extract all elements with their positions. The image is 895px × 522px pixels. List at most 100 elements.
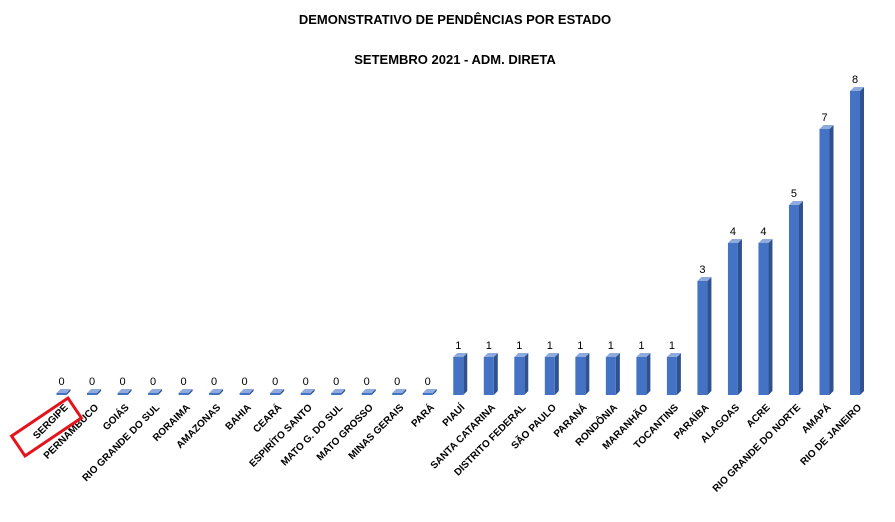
- data-label-bahia: 0: [242, 376, 248, 388]
- data-label-mato-g-do-sul: 0: [333, 376, 339, 388]
- bar-alagoas: [727, 239, 742, 395]
- bar-top-sao-paulo: [544, 353, 559, 357]
- bar-side-pernambuco: [97, 389, 102, 395]
- bar-front-espirito-santo: [300, 393, 311, 395]
- bar-side-ceara: [280, 389, 285, 395]
- bar-top-roraima: [178, 389, 193, 393]
- bar-front-amazonas: [209, 393, 220, 395]
- bar-top-rio-grande-do-sul: [148, 389, 163, 393]
- bar-goias: [117, 389, 132, 395]
- bar-sao-paulo: [544, 353, 559, 395]
- bar-top-amazonas: [209, 389, 224, 393]
- bar-side-roraima: [188, 389, 193, 395]
- bar-sergipe: [56, 389, 71, 395]
- bar-side-paraiba: [707, 277, 712, 395]
- bar-pernambuco: [87, 389, 102, 395]
- bar-front-rondonia: [605, 357, 616, 395]
- bar-side-rio-grande-do-norte: [798, 201, 803, 395]
- bar-top-minas-gerais: [392, 389, 407, 393]
- bar-front-sao-paulo: [544, 357, 555, 395]
- bar-side-tocantins: [676, 353, 681, 395]
- bar-front-distrito-federal: [514, 357, 525, 395]
- bar-top-goias: [117, 389, 132, 393]
- bar-side-espirito-santo: [310, 389, 315, 395]
- bar-side-mato-grosso: [371, 389, 376, 395]
- data-label-amapa: 7: [821, 112, 827, 124]
- bar-acre: [758, 239, 773, 395]
- bar-front-mato-g-do-sul: [331, 393, 342, 395]
- bar-mato-g-do-sul: [331, 389, 346, 395]
- bar-front-mato-grosso: [361, 393, 372, 395]
- bar-top-mato-grosso: [361, 389, 376, 393]
- bar-side-distrito-federal: [524, 353, 529, 395]
- bar-side-maranhao: [646, 353, 651, 395]
- bar-front-parana: [575, 357, 586, 395]
- data-label-ceara: 0: [272, 376, 278, 388]
- bar-side-santa-catarina: [493, 353, 498, 395]
- data-label-minas-gerais: 0: [394, 376, 400, 388]
- data-label-sao-paulo: 1: [547, 340, 553, 352]
- bar-top-rio-grande-do-norte: [788, 201, 803, 205]
- bar-side-para: [432, 389, 437, 395]
- data-label-piaui: 1: [455, 340, 461, 352]
- bar-front-rio-grande-do-norte: [788, 205, 799, 395]
- bar-amazonas: [209, 389, 224, 395]
- bar-side-amapa: [829, 125, 834, 395]
- bar-front-paraiba: [697, 281, 708, 395]
- bar-parana: [575, 353, 590, 395]
- bar-side-sao-paulo: [554, 353, 559, 395]
- bar-front-piaui: [453, 357, 464, 395]
- bar-santa-catarina: [483, 353, 498, 395]
- data-label-sergipe: 0: [58, 376, 64, 388]
- bar-front-minas-gerais: [392, 393, 403, 395]
- bar-top-sergipe: [56, 389, 71, 393]
- data-label-espirito-santo: 0: [303, 376, 309, 388]
- bar-top-amapa: [819, 125, 834, 129]
- x-tick-label-goias: GOIÁS: [100, 401, 132, 433]
- bar-espirito-santo: [300, 389, 315, 395]
- bar-piaui: [453, 353, 468, 395]
- bar-top-rondonia: [605, 353, 620, 357]
- bar-bahia: [239, 389, 254, 395]
- bar-front-rio-de-janeiro: [850, 91, 861, 395]
- data-label-roraima: 0: [181, 376, 187, 388]
- bar-top-ceara: [270, 389, 285, 393]
- bar-side-acre: [768, 239, 773, 395]
- chart-title: DEMONSTRATIVO DE PENDÊNCIAS POR ESTADO: [298, 12, 612, 27]
- bar-top-santa-catarina: [483, 353, 498, 357]
- bar-side-bahia: [249, 389, 254, 395]
- bar-front-bahia: [239, 393, 250, 395]
- bar-side-amazonas: [219, 389, 224, 395]
- data-label-parana: 1: [577, 340, 583, 352]
- bar-distrito-federal: [514, 353, 529, 395]
- bar-top-distrito-federal: [514, 353, 529, 357]
- bar-paraiba: [697, 277, 712, 395]
- bar-tocantins: [666, 353, 681, 395]
- bar-side-minas-gerais: [402, 389, 407, 395]
- bar-front-amapa: [819, 129, 830, 395]
- bar-front-goias: [117, 393, 128, 395]
- bar-para: [422, 389, 437, 395]
- data-label-rio-grande-do-norte: 5: [791, 188, 797, 200]
- bar-amapa: [819, 125, 834, 395]
- data-label-rondonia: 1: [608, 340, 614, 352]
- bar-front-santa-catarina: [483, 357, 494, 395]
- x-tick-label-minas-gerais: MINAS GERAIS: [347, 402, 407, 462]
- bar-front-alagoas: [727, 243, 738, 395]
- data-label-para: 0: [425, 376, 431, 388]
- bar-side-rio-de-janeiro: [860, 87, 865, 395]
- bar-front-pernambuco: [87, 393, 98, 395]
- x-tick-label-para: PARÁ: [408, 401, 437, 430]
- bar-side-mato-g-do-sul: [341, 389, 346, 395]
- data-label-paraiba: 3: [699, 264, 705, 276]
- bar-top-mato-g-do-sul: [331, 389, 346, 393]
- data-label-acre: 4: [760, 226, 766, 238]
- bar-top-rio-de-janeiro: [850, 87, 865, 91]
- data-label-alagoas: 4: [730, 226, 736, 238]
- data-label-rio-grande-do-sul: 0: [150, 376, 156, 388]
- bar-rio-grande-do-norte: [788, 201, 803, 395]
- bar-top-parana: [575, 353, 590, 357]
- bar-side-rondonia: [615, 353, 620, 395]
- data-label-santa-catarina: 1: [486, 340, 492, 352]
